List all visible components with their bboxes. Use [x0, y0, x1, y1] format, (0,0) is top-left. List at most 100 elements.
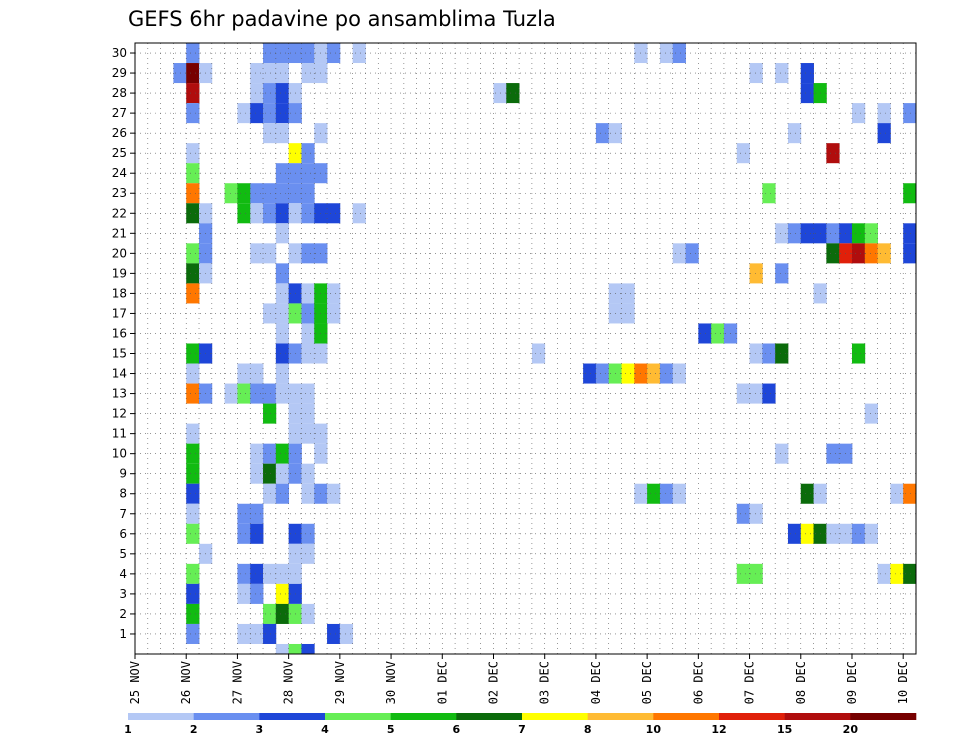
heat-cell	[224, 183, 238, 204]
y-tick-label: 27	[112, 106, 127, 120]
heat-cell	[327, 303, 341, 324]
heat-cell	[301, 143, 315, 164]
heat-cell	[263, 623, 277, 644]
heat-cell	[890, 563, 904, 584]
heat-cell	[275, 43, 290, 64]
heat-cell	[877, 243, 891, 264]
heat-cell	[621, 363, 635, 384]
heat-cell	[186, 523, 200, 544]
heat-cell	[826, 443, 840, 464]
heat-cell	[327, 623, 341, 644]
x-axis: 25 NOV 26 NOV 27 NOV 28 NOV 29 NOV 30 NOV 01 D…	[128, 654, 910, 704]
heat-cell	[250, 83, 264, 104]
heat-cell	[301, 403, 315, 424]
heat-cell	[288, 643, 302, 654]
y-tick-label: 23	[112, 186, 127, 200]
heat-cell	[275, 103, 290, 124]
heat-cell	[685, 243, 699, 264]
heat-cell	[327, 483, 341, 504]
heat-cell	[672, 43, 686, 64]
x-tick-label: 09 DEC	[845, 661, 859, 704]
heat-cell	[301, 43, 315, 64]
heat-cell	[301, 323, 315, 344]
heat-cell	[275, 383, 290, 404]
heat-cell	[762, 383, 776, 404]
heat-cell	[186, 363, 200, 384]
heat-cell	[186, 103, 200, 124]
colorbar-label: 8	[584, 723, 592, 736]
heat-cell	[749, 63, 763, 84]
heat-cell	[826, 223, 840, 244]
heat-cell	[186, 203, 200, 224]
heat-cell	[275, 643, 290, 654]
x-tick-label: 27 NOV	[230, 661, 244, 704]
heat-cell	[352, 43, 366, 64]
heat-cell	[263, 203, 277, 224]
heat-cell	[275, 463, 290, 484]
heat-cell	[301, 343, 315, 364]
x-tick-label: 04 DEC	[589, 661, 603, 704]
colorbar-label: 2	[190, 723, 198, 736]
heat-cell	[186, 63, 200, 84]
heat-cell	[237, 203, 251, 224]
heat-cell	[327, 203, 341, 224]
y-tick-label: 26	[112, 126, 127, 140]
heat-cell	[186, 43, 200, 64]
colorbar-segment	[128, 713, 194, 720]
gridlines	[135, 43, 916, 654]
heat-cell	[647, 483, 661, 504]
heat-cell	[263, 123, 277, 144]
heat-cell	[186, 143, 200, 164]
heat-cell	[250, 523, 264, 544]
colorbar-label: 20	[843, 723, 859, 736]
y-tick-label: 10	[112, 447, 127, 461]
y-tick-label: 8	[119, 487, 127, 501]
colorbar-label: 5	[387, 723, 395, 736]
y-tick-label: 24	[112, 166, 127, 180]
heat-cell	[250, 623, 264, 644]
heat-cell	[775, 223, 789, 244]
heat-cell	[263, 83, 277, 104]
heat-cell	[301, 383, 315, 404]
heat-cell	[659, 43, 674, 64]
y-tick-label: 3	[119, 587, 127, 601]
heat-cell	[762, 183, 776, 204]
heat-cell	[775, 263, 789, 284]
heat-cell	[301, 303, 315, 324]
colorbar-segment	[259, 713, 326, 720]
heat-cell	[851, 243, 866, 264]
y-tick-label: 2	[119, 607, 127, 621]
heat-cell	[275, 483, 290, 504]
y-tick-label: 4	[119, 567, 127, 581]
colorbar: 1 2 3 4 5 6 7 8 10 12 15 20	[124, 713, 917, 736]
heat-cell	[506, 83, 520, 104]
colorbar-segment	[456, 713, 523, 720]
heat-cell	[237, 103, 251, 124]
heat-cell	[250, 383, 264, 404]
heat-cell	[864, 403, 878, 424]
heat-cell	[275, 603, 290, 624]
colorbar-segment	[784, 713, 851, 720]
colorbar-segment	[390, 713, 457, 720]
y-tick-label: 17	[112, 306, 127, 320]
heat-cell	[877, 123, 891, 144]
heat-cell	[800, 523, 814, 544]
y-tick-label: 14	[112, 367, 127, 381]
x-tick-label: 28 NOV	[282, 661, 296, 704]
colorbar-label: 7	[518, 723, 526, 736]
heat-cell	[327, 283, 341, 304]
heat-cell	[749, 383, 763, 404]
heat-cell	[186, 283, 200, 304]
heat-cell	[903, 223, 917, 244]
heat-cell	[186, 623, 200, 644]
heat-cell	[275, 303, 290, 324]
heat-cell	[186, 83, 200, 104]
y-tick-label: 1	[119, 627, 127, 641]
heat-cell	[250, 463, 264, 484]
heat-cell	[186, 483, 200, 504]
heat-cell	[301, 603, 315, 624]
colorbar-segment	[522, 713, 588, 720]
heat-cell	[275, 343, 290, 364]
heat-cell	[263, 183, 277, 204]
